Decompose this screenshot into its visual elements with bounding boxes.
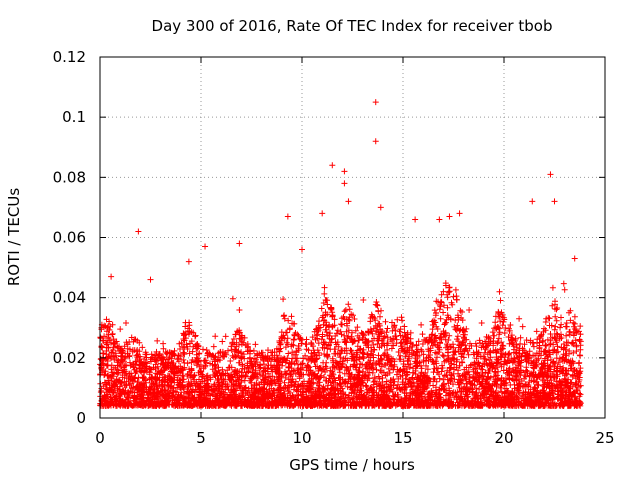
x-tick-label: 10 [292,429,311,447]
outlier-point [299,246,305,253]
outlier-point [446,213,453,220]
outlier-point [341,180,348,187]
y-tick-label: 0 [76,409,86,427]
x-tick-label: 25 [595,429,614,447]
x-axis-label: GPS time / hours [289,456,415,474]
outlier-point [436,216,443,223]
x-tick-label: 15 [393,429,412,447]
outlier-point [456,210,463,217]
outlier-point [185,258,192,265]
outlier-point [341,168,348,175]
y-tick-label: 0.1 [62,108,86,126]
y-tick-label: 0.08 [53,168,86,186]
outlier-point [147,276,154,283]
outlier-point [377,204,384,211]
outlier-point [412,216,419,223]
x-tick-label: 0 [95,429,105,447]
outlier-point [345,198,352,205]
y-tick-labels: 0 0.02 0.04 0.06 0.08 0.1 0.12 [53,48,86,427]
y-tick-label: 0.06 [53,229,86,247]
x-tick-label: 20 [494,429,513,447]
outlier-point [284,213,291,220]
outlier-point [551,198,558,205]
outlier-point [372,138,379,145]
axis-ticks [99,56,606,419]
outlier-point [319,210,326,217]
y-tick-label: 0.12 [53,48,86,66]
outlier-point [108,273,115,280]
y-tick-label: 0.02 [53,349,86,367]
x-tick-labels: 0 5 10 15 20 25 [95,429,614,447]
outlier-point [135,228,142,235]
outlier-point [372,99,379,106]
outlier-point [547,171,554,178]
data-points [97,99,584,409]
outlier-point [236,240,243,247]
y-axis-label: ROTI / TECUs [5,188,23,286]
scatter-point-cloud [97,280,584,409]
outlier-point [329,162,336,169]
outlier-point [202,243,209,250]
outlier-point [529,198,536,205]
outlier-point [571,255,578,262]
chart-title: Day 300 of 2016, Rate Of TEC Index for r… [152,17,553,35]
y-tick-label: 0.04 [53,289,86,307]
x-tick-label: 5 [196,429,206,447]
